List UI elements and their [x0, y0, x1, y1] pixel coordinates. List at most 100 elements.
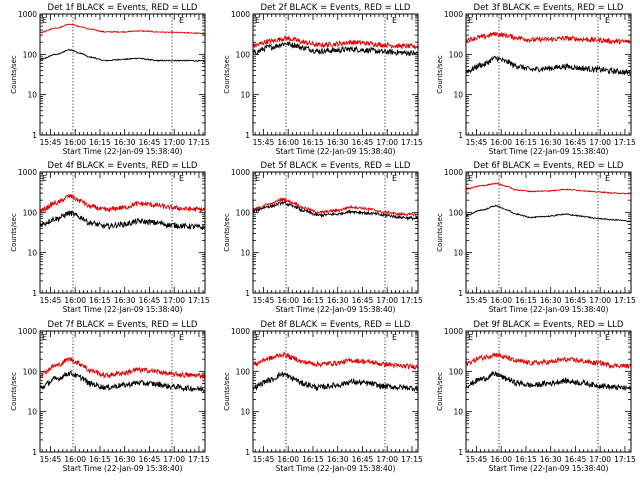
- x-tick-label: 15:45: [466, 296, 488, 305]
- y-tick-label: 100: [23, 50, 38, 59]
- chart-title: Det 9f BLACK = Events, RED = LLD: [474, 320, 624, 330]
- y-tick-label: 1: [458, 289, 463, 298]
- plot-frame: [465, 13, 632, 136]
- plot-frame: [465, 171, 632, 294]
- chart-title: Det 4f BLACK = Events, RED = LLD: [48, 161, 198, 171]
- x-tick-label: 16:45: [139, 138, 161, 147]
- series-line-events: [465, 55, 632, 76]
- y-tick-label: 1: [32, 131, 37, 140]
- y-axis-label: Counts/sec: [436, 372, 444, 411]
- series-line-events: [39, 369, 206, 393]
- x-tick-label: 15:45: [253, 455, 275, 464]
- y-tick-label: 1: [458, 131, 463, 140]
- x-tick-label: 16:00: [64, 296, 86, 305]
- x-axis-ticks: 15:45 16:00 16:15 16:30 16:45 17:00 17:15: [40, 14, 210, 147]
- y-tick-label: 1: [245, 131, 250, 140]
- x-tick-label: 16:30: [114, 455, 136, 464]
- x-tick-label: 16:30: [327, 138, 349, 147]
- y-axis-ticks: 1 10 100 1000: [231, 168, 418, 298]
- x-axis-label: Start Time (22-Jan-09 15:38:40): [276, 147, 396, 156]
- corner-marker: E: [392, 333, 397, 342]
- y-axis-ticks: 1 10 100 1000: [18, 10, 205, 140]
- x-tick-label: 16:45: [565, 138, 587, 147]
- corner-marker: E: [468, 174, 473, 183]
- series-line-events: [465, 370, 632, 392]
- y-axis-ticks: 1 10 100 1000: [444, 327, 631, 457]
- y-axis-ticks: 1 10 100 1000: [231, 10, 418, 140]
- chart-title: Det 6f BLACK = Events, RED = LLD: [474, 161, 624, 171]
- x-tick-label: 17:00: [163, 296, 185, 305]
- x-tick-label: 16:00: [490, 455, 512, 464]
- x-axis-label: Start Time (22-Jan-09 15:38:40): [489, 147, 609, 156]
- y-tick-label: 1000: [444, 327, 463, 336]
- y-tick-label: 10: [240, 249, 250, 258]
- corner-marker: E: [179, 333, 184, 342]
- y-tick-label: 1000: [231, 327, 250, 336]
- y-tick-label: 100: [236, 208, 251, 217]
- series-line-lld: [465, 182, 632, 195]
- series-line-events: [465, 204, 632, 223]
- y-axis-ticks: 1 10 100 1000: [18, 327, 205, 457]
- series-line-lld: [39, 193, 206, 214]
- plot-frame: [39, 171, 206, 294]
- x-tick-label: 16:30: [114, 138, 136, 147]
- x-tick-label: 17:15: [401, 138, 423, 147]
- x-axis-ticks: 15:45 16:00 16:15 16:30 16:45 17:00 17:15: [40, 331, 210, 464]
- x-tick-label: 15:45: [466, 455, 488, 464]
- x-tick-label: 17:15: [614, 296, 636, 305]
- x-tick-label: 17:00: [589, 138, 611, 147]
- series-line-events: [252, 41, 419, 57]
- x-tick-label: 17:00: [376, 455, 398, 464]
- x-tick-label: 16:45: [352, 455, 374, 464]
- corner-marker: E: [605, 174, 610, 183]
- y-tick-label: 1000: [18, 10, 37, 19]
- series-line-lld: [252, 196, 419, 217]
- series-line-events: [39, 210, 206, 231]
- x-tick-label: 16:15: [89, 296, 111, 305]
- x-axis-label: Start Time (22-Jan-09 15:38:40): [63, 147, 183, 156]
- x-axis-label: Start Time (22-Jan-09 15:38:40): [489, 305, 609, 314]
- y-axis-label: Counts/sec: [10, 213, 18, 252]
- x-tick-label: 17:15: [614, 455, 636, 464]
- x-tick-label: 17:00: [589, 455, 611, 464]
- x-tick-label: 16:45: [565, 455, 587, 464]
- corner-marker: E: [255, 333, 260, 342]
- x-axis-label: Start Time (22-Jan-09 15:38:40): [276, 464, 396, 473]
- x-tick-label: 17:15: [188, 455, 210, 464]
- plot-frame: [252, 13, 419, 136]
- x-tick-label: 16:00: [64, 138, 86, 147]
- x-tick-label: 15:45: [253, 296, 275, 305]
- corner-marker: E: [392, 16, 397, 25]
- x-tick-label: 16:00: [277, 296, 299, 305]
- x-tick-label: 16:15: [515, 138, 537, 147]
- x-tick-label: 17:15: [614, 138, 636, 147]
- y-tick-label: 100: [236, 367, 251, 376]
- corner-marker: E: [179, 174, 184, 183]
- x-axis-ticks: 15:45 16:00 16:15 16:30 16:45 17:00 17:15: [253, 14, 423, 147]
- x-tick-label: 16:00: [64, 455, 86, 464]
- x-tick-label: 16:15: [302, 296, 324, 305]
- x-axis-ticks: 15:45 16:00 16:15 16:30 16:45 17:00 17:15: [466, 331, 636, 464]
- x-tick-label: 17:00: [376, 138, 398, 147]
- x-axis-label: Start Time (22-Jan-09 15:38:40): [276, 305, 396, 314]
- series-line-events: [252, 200, 419, 221]
- x-tick-label: 16:00: [490, 296, 512, 305]
- series-line-lld: [465, 31, 632, 46]
- y-tick-label: 1: [245, 448, 250, 457]
- x-tick-label: 16:30: [540, 138, 562, 147]
- x-tick-label: 17:00: [163, 138, 185, 147]
- x-tick-label: 17:15: [401, 296, 423, 305]
- x-tick-label: 15:45: [40, 296, 62, 305]
- y-axis-ticks: 1 10 100 1000: [18, 168, 205, 298]
- y-tick-label: 100: [449, 50, 464, 59]
- y-tick-label: 100: [236, 50, 251, 59]
- chart-title: Det 7f BLACK = Events, RED = LLD: [48, 320, 198, 330]
- corner-marker: E: [42, 16, 47, 25]
- x-tick-label: 17:15: [188, 296, 210, 305]
- x-tick-label: 16:15: [89, 455, 111, 464]
- x-axis-label: Start Time (22-Jan-09 15:38:40): [63, 464, 183, 473]
